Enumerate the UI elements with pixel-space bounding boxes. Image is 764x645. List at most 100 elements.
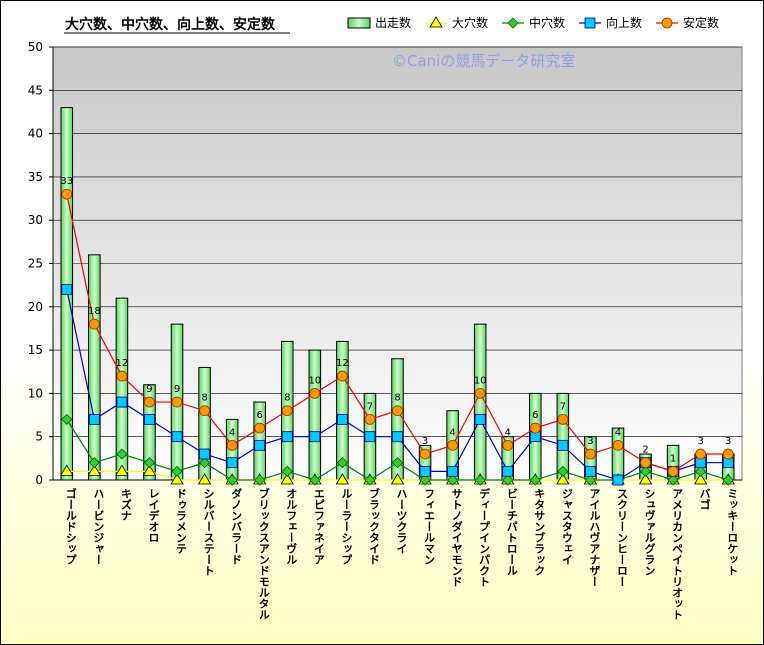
point-marker <box>364 474 376 486</box>
data-label: 12 <box>336 358 349 369</box>
point-marker <box>695 448 707 460</box>
point-marker <box>392 405 403 417</box>
data-label: 33 <box>60 176 73 187</box>
data-label: 6 <box>532 410 538 421</box>
point-marker <box>474 474 486 486</box>
point-marker <box>474 413 486 425</box>
point-marker <box>61 413 73 425</box>
data-label: 1 <box>670 453 676 464</box>
data-label: 7 <box>367 401 373 412</box>
x-tick-label: ルーラーシップ <box>340 488 353 565</box>
x-tick-label: ブラックタイド <box>367 487 380 565</box>
legend-swatch <box>347 17 371 29</box>
point-marker <box>254 439 266 451</box>
chart-title: 大穴数、中穴数、向上数、安定数 <box>65 16 276 33</box>
point-marker <box>144 413 155 425</box>
data-label: 3 <box>725 436 731 447</box>
point-marker <box>171 431 183 443</box>
plot-area: 05101520253035404550©Caniの競馬データ研究室331812… <box>28 40 743 620</box>
point-marker <box>447 465 459 477</box>
point-marker <box>502 474 514 486</box>
point-marker <box>722 448 734 460</box>
point-marker <box>612 439 624 451</box>
data-label: 9 <box>174 384 180 395</box>
x-tick-label: キタサンブラック <box>533 488 546 576</box>
point-marker <box>392 431 403 443</box>
point-marker <box>170 473 184 485</box>
point-marker <box>557 465 569 477</box>
x-tick-label: ハービンジャー <box>92 488 105 565</box>
point-marker <box>447 474 459 486</box>
point-marker <box>143 457 156 469</box>
x-tick-label: サトノダイヤモンド <box>450 488 463 587</box>
x-tick-label: フィエールマン <box>423 488 436 565</box>
point-marker <box>309 387 321 399</box>
data-label: 18 <box>88 306 101 317</box>
x-tick-label: ビーチパトロール <box>505 488 518 576</box>
legend: 出走数 大穴数 中穴数 向上数 安定数 <box>347 15 719 30</box>
y-tick-label: 45 <box>28 83 43 97</box>
point-marker <box>638 473 653 485</box>
data-label: 8 <box>284 393 290 404</box>
data-label: 4 <box>615 427 621 438</box>
y-tick-label: 5 <box>35 430 43 444</box>
point-marker <box>557 413 569 425</box>
point-marker <box>254 474 266 486</box>
data-label: 3 <box>587 436 593 447</box>
point-marker <box>585 448 596 460</box>
y-tick-label: 40 <box>28 127 43 141</box>
data-label: 8 <box>394 393 400 404</box>
x-tick-label: スクリーンヒーロー <box>615 488 628 587</box>
point-marker <box>116 448 128 460</box>
x-tick-label: オルフェーヴル <box>285 488 298 565</box>
point-marker <box>281 465 293 477</box>
point-marker <box>419 448 431 460</box>
point-marker <box>640 457 651 469</box>
point-marker <box>309 474 321 486</box>
data-label: 4 <box>449 427 455 438</box>
x-tick-label: エピファネイア <box>312 488 325 565</box>
legend-label: 大穴数 <box>452 15 488 30</box>
point-marker <box>502 465 514 477</box>
x-tick-label: ブリックスアンドモルタル <box>257 487 270 620</box>
x-tick-label: ダノンバラード <box>230 487 243 565</box>
y-tick-label: 25 <box>28 257 43 271</box>
x-tick-label: ドゥラメンテ <box>175 488 188 554</box>
data-label: 2 <box>642 445 648 456</box>
point-marker <box>722 474 734 486</box>
point-marker <box>197 473 212 485</box>
point-marker <box>584 17 596 29</box>
point-marker <box>391 457 404 469</box>
y-tick-label: 20 <box>28 300 43 314</box>
x-tick-label: ジャスタウェイ <box>560 488 573 565</box>
point-marker <box>364 431 376 443</box>
data-label: 7 <box>560 401 566 412</box>
x-tick-label: ハーツクライ <box>395 488 408 554</box>
y-tick-label: 10 <box>28 386 43 400</box>
data-label: 9 <box>146 384 152 395</box>
y-tick-label: 50 <box>28 40 43 54</box>
point-marker <box>336 457 348 469</box>
point-marker <box>226 439 238 451</box>
point-marker <box>254 422 266 434</box>
point-marker <box>507 17 519 29</box>
point-marker <box>639 465 652 477</box>
x-tick-label: ゴールドシップ <box>64 487 77 565</box>
point-marker <box>61 188 73 200</box>
point-marker <box>171 396 183 408</box>
data-label: 10 <box>474 375 487 386</box>
point-marker <box>447 439 459 451</box>
x-tick-label: アイルハヴアナザー <box>588 488 601 587</box>
x-tick-label: ディープインパクト <box>478 487 491 587</box>
point-marker <box>142 464 157 476</box>
point-marker <box>584 474 596 486</box>
legend-label: 安定数 <box>683 15 719 30</box>
y-tick-label: 15 <box>28 343 43 357</box>
point-marker <box>661 17 673 29</box>
point-marker <box>556 473 570 485</box>
point-marker <box>667 465 679 477</box>
data-label: 6 <box>257 410 263 421</box>
point-marker <box>87 464 102 476</box>
legend-label: 中穴数 <box>529 15 565 30</box>
